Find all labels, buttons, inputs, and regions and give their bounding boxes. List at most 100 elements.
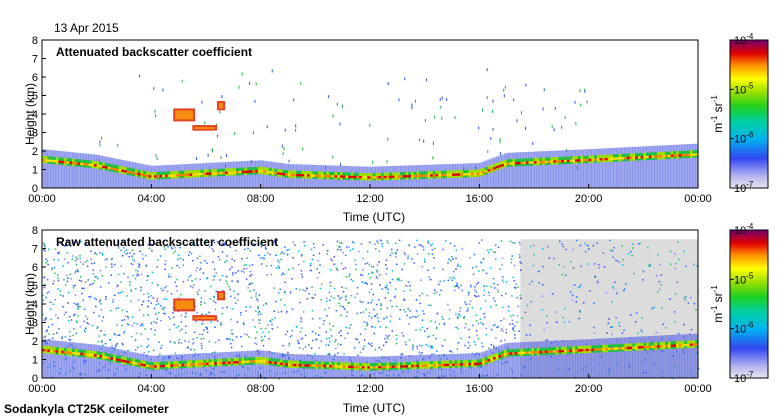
noise-pixel [228, 285, 230, 288]
cloud-peak-cell [252, 360, 256, 363]
noise-pixel [206, 331, 209, 334]
cloud-peak-cell [206, 172, 210, 175]
noise-pixel [693, 263, 695, 266]
noise-pixel [333, 287, 336, 290]
boundary-layer-cell [555, 340, 560, 378]
cloud-peak-cell [173, 364, 177, 367]
noise-pixel [285, 333, 287, 336]
noise-pixel [378, 261, 380, 263]
cloud-peak-cell [692, 343, 696, 346]
noise-pixel [361, 274, 364, 277]
noise-pixel [187, 341, 190, 343]
noise-pixel [196, 311, 198, 314]
noise-pixel [431, 253, 434, 255]
noise-pixel [395, 342, 398, 345]
noise-pixel [150, 321, 153, 324]
noise-pixel [67, 302, 69, 304]
noise-pixel [170, 276, 172, 278]
noise-pixel [589, 290, 591, 292]
noise-pixel [389, 300, 392, 302]
noise-pixel [427, 336, 429, 338]
noise-pixel [47, 326, 50, 328]
boundary-layer-cell [52, 150, 57, 188]
noise-pixel [359, 333, 362, 335]
noise-pixel [261, 331, 264, 334]
noise-pixel [196, 244, 198, 247]
noise-pixel [676, 281, 679, 283]
noise-pixel [328, 95, 330, 99]
boundary-layer-cell [99, 345, 103, 378]
cloud-peak-cell [285, 363, 289, 366]
cloud-peak-cell [452, 363, 456, 366]
noise-pixel [325, 331, 327, 333]
noise-pixel [447, 303, 449, 306]
noise-pixel [325, 297, 328, 300]
noise-pixel [164, 286, 166, 289]
noise-pixel [561, 243, 563, 245]
cloud-peak-cell [555, 350, 560, 353]
noise-pixel [380, 308, 382, 310]
noise-pixel [43, 248, 45, 251]
cloud-peak-cell [503, 162, 508, 166]
boundary-layer-cell [692, 333, 696, 378]
noise-pixel [269, 253, 271, 256]
noise-pixel [154, 243, 157, 245]
noise-pixel [366, 262, 369, 264]
noise-pixel [579, 244, 581, 247]
noise-pixel [250, 273, 253, 276]
noise-pixel [421, 326, 423, 329]
noise-pixel [147, 314, 150, 316]
cloud-peak-cell [539, 160, 543, 164]
boundary-layer-cell [96, 154, 100, 188]
noise-pixel [415, 299, 418, 301]
noise-pixel [138, 263, 140, 265]
noise-pixel [258, 310, 260, 313]
date-label: 13 Apr 2015 [54, 21, 119, 35]
noise-pixel [309, 262, 312, 265]
noise-pixel [175, 285, 178, 287]
noise-pixel [277, 259, 279, 262]
noise-pixel [492, 251, 495, 253]
cloud-peak-cell [637, 346, 642, 349]
noise-pixel [220, 323, 222, 326]
noise-pixel [42, 242, 45, 245]
cloud-peak-cell [66, 161, 70, 164]
noise-pixel [519, 243, 521, 246]
noise-pixel [401, 268, 403, 271]
panel-1-x-label: Time (UTC) [343, 210, 405, 224]
noise-pixel [368, 291, 371, 293]
cloud-peak-cell [225, 361, 229, 365]
cloud-peak-cell [359, 176, 363, 179]
noise-pixel [188, 276, 190, 278]
boundary-layer-cell [594, 148, 598, 188]
cloud-peak-cell [293, 173, 297, 177]
cloud-peak-cell [397, 175, 401, 178]
noise-pixel [286, 249, 288, 251]
noise-pixel [395, 263, 398, 266]
boundary-layer-cell [74, 152, 79, 188]
noise-pixel [303, 241, 305, 243]
noise-pixel [541, 248, 544, 250]
noise-pixel [502, 306, 504, 309]
noise-pixel [213, 300, 215, 302]
noise-pixel [529, 334, 531, 336]
noise-pixel [504, 339, 506, 341]
cloud-peak-cell [233, 361, 237, 364]
noise-pixel [232, 274, 234, 276]
noise-pixel [278, 261, 280, 264]
noise-pixel [95, 253, 98, 255]
cloud-peak-cell [137, 362, 141, 366]
cloud-peak-cell [102, 165, 106, 169]
noise-pixel [225, 260, 228, 262]
noise-pixel [145, 264, 148, 267]
boundary-layer-cell [635, 146, 639, 188]
noise-pixel [286, 310, 288, 313]
noise-pixel [140, 289, 142, 292]
noise-pixel [187, 279, 189, 281]
noise-pixel [555, 311, 557, 313]
noise-pixel [642, 279, 644, 281]
noise-pixel [75, 256, 77, 258]
noise-pixel [561, 125, 563, 129]
boundary-layer-cell [687, 334, 691, 378]
noise-pixel [387, 82, 389, 86]
